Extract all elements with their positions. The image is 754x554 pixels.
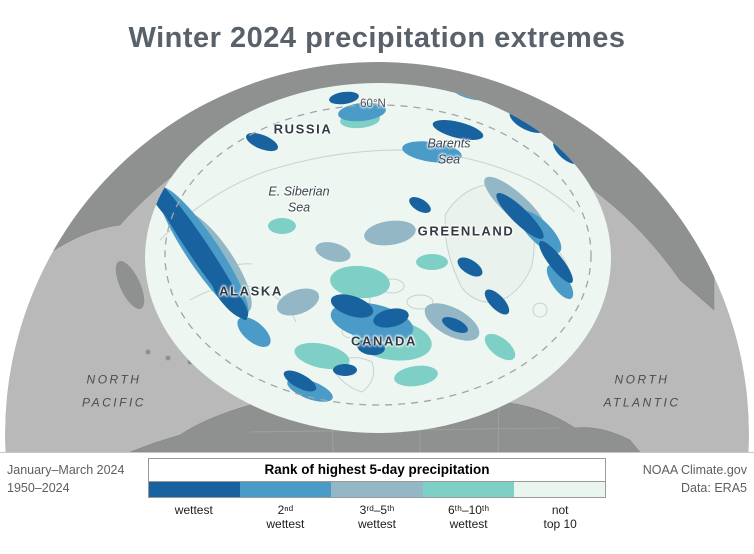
legend-label-6th-10th: 6ᵗʰ–10ᵗʰ wettest [447,503,490,532]
legend-swatch-2nd-wettest [240,482,332,497]
legend: Rank of highest 5-day precipitation wett… [148,458,606,532]
legend-label-not-top-10: not top 10 [543,503,577,532]
map-label-north-atlantic: NORTH ATLANTIC [603,372,681,410]
period-info: January–March 2024 1950–2024 [7,462,124,497]
legend-swatch-wettest [149,482,241,497]
period-line-1: January–March 2024 [7,463,125,477]
legend-swatch-not-top-10 [513,482,606,497]
credit-line-1: NOAA Climate.gov [642,463,747,477]
map-label-barents-sea: Barents Sea [427,136,471,166]
credit-line-2: Data: ERA5 [680,480,747,495]
map-label-greenland: GREENLAND [417,223,515,239]
legend-swatch-6th-10th [422,482,514,497]
period-line-2: 1950–2024 [7,480,70,495]
arctic-map-graphic [5,62,749,452]
legend-title: Rank of highest 5-day precipitation [148,458,606,482]
lat-60-circle [164,104,592,406]
credit-info: NOAA Climate.gov Data: ERA5 [643,462,747,497]
page-title: Winter 2024 precipitation extremes [128,22,626,54]
map-label-north-pacific: NORTH PACIFIC [82,372,146,410]
legend-color-bar [148,482,606,498]
map-label-alaska: ALASKA [219,283,283,299]
legend-swatch-3rd-5th [331,482,423,497]
map-label-canada: CANADA [351,333,417,349]
map-label-60n: 60°N [360,98,386,110]
legend-label-wettest: wettest [174,503,213,517]
legend-label-2nd: 2ⁿᵈ wettest [266,503,305,532]
legend-label-3rd-5th: 3ʳᵈ–5ᵗʰ wettest [357,503,396,532]
arctic-map: 60°N RUSSIA Barents Sea E. Siberian Sea … [5,62,749,452]
map-label-e-siberian-sea: E. Siberian Sea [268,184,330,214]
map-label-russia: RUSSIA [273,121,333,137]
legend-labels: wettest 2ⁿᵈ wettest 3ʳᵈ–5ᵗʰ wettest 6ᵗʰ–… [148,503,606,532]
footer: January–March 2024 1950–2024 Rank of hig… [0,452,754,554]
land-kamchatka [115,261,145,309]
